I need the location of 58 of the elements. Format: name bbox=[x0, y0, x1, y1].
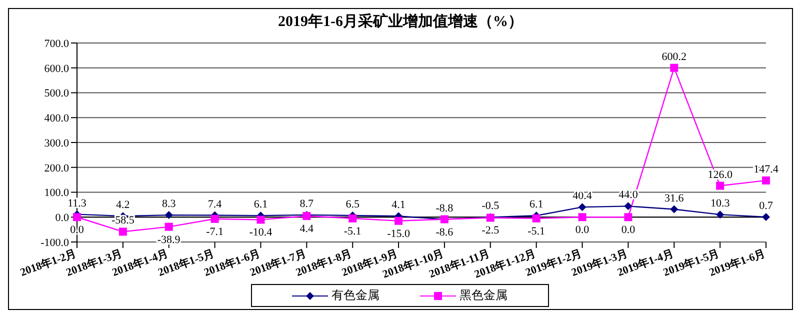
data-label: -8.6 bbox=[436, 226, 454, 238]
data-label: 0.0 bbox=[575, 224, 590, 236]
point bbox=[716, 210, 724, 219]
data-label: -5.1 bbox=[528, 225, 546, 238]
data-label: 600.2 bbox=[662, 50, 687, 63]
point bbox=[73, 213, 81, 222]
point bbox=[578, 213, 586, 222]
chart-title: 2019年1-6月采矿业增加值增速（%） bbox=[277, 12, 524, 32]
point bbox=[624, 213, 632, 222]
point bbox=[670, 64, 678, 72]
point bbox=[256, 216, 265, 224]
point bbox=[624, 202, 632, 210]
point bbox=[348, 214, 357, 222]
data-label: 6.1 bbox=[254, 198, 268, 211]
point bbox=[716, 182, 724, 190]
data-label: 4.2 bbox=[116, 199, 130, 212]
data-label: 6.1 bbox=[529, 198, 544, 211]
data-label: 7.4 bbox=[208, 198, 222, 210]
point bbox=[164, 222, 173, 231]
data-label: -2.5 bbox=[482, 224, 500, 237]
point bbox=[578, 203, 586, 212]
data-label: -5.1 bbox=[344, 225, 362, 238]
data-label: 0.7 bbox=[759, 200, 774, 212]
point bbox=[394, 216, 403, 225]
legend-label: 黑色金属 bbox=[458, 287, 508, 304]
data-label: 8.3 bbox=[162, 198, 176, 210]
data-label: -15.0 bbox=[387, 228, 410, 240]
legend-label: 有色金属 bbox=[330, 287, 380, 304]
point bbox=[670, 205, 678, 214]
y-tick-label: 0.0 bbox=[55, 212, 70, 224]
data-label: 6.5 bbox=[346, 198, 360, 211]
y-tick-label: -100.0 bbox=[40, 236, 70, 249]
data-label: -10.4 bbox=[249, 226, 273, 239]
data-label: -8.8 bbox=[436, 202, 454, 214]
data-label: -7.1 bbox=[206, 226, 224, 238]
data-label: 147.4 bbox=[754, 163, 779, 176]
data-label: 31.6 bbox=[664, 192, 684, 204]
y-tick-label: 500.0 bbox=[44, 88, 70, 100]
point bbox=[118, 228, 127, 236]
data-label: -58.5 bbox=[111, 214, 135, 227]
y-tick-label: 600.0 bbox=[44, 62, 70, 75]
data-label: 4.1 bbox=[392, 199, 406, 212]
point bbox=[532, 214, 540, 222]
point bbox=[762, 176, 770, 184]
data-label: -0.5 bbox=[482, 200, 500, 212]
y-tick-label: 300.0 bbox=[44, 137, 70, 150]
y-tick-label: 400.0 bbox=[44, 112, 70, 125]
y-tick-label: 100.0 bbox=[44, 187, 70, 200]
y-tick-label: 200.0 bbox=[44, 162, 70, 174]
data-label: 0.0 bbox=[621, 224, 636, 236]
data-label: 8.7 bbox=[300, 198, 314, 210]
point bbox=[210, 214, 219, 223]
y-tick-label: 700.0 bbox=[44, 38, 70, 50]
data-label: 40.4 bbox=[572, 190, 592, 202]
point bbox=[164, 211, 173, 220]
data-label: 4.4 bbox=[300, 223, 314, 236]
point bbox=[762, 212, 770, 221]
data-label: 10.3 bbox=[710, 198, 730, 210]
